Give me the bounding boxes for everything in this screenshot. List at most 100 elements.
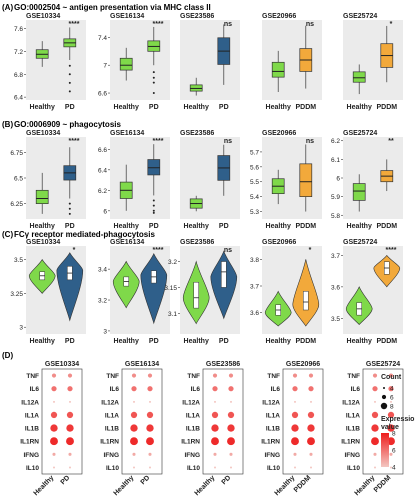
B-GSE20966-sig: ns (306, 138, 314, 145)
B-GSE10334-PD-outlier-0 (68, 202, 71, 205)
B-4-ytick-label-1: 5.9 (331, 194, 340, 201)
legend-count-dot-1 (381, 394, 387, 400)
B-1-ytick-label-1: 6.2 (98, 188, 107, 195)
D-GSE23586-dot-5-0 (211, 437, 219, 446)
B-0-ytick-label-0: 6.25 (10, 201, 23, 208)
C-GSE23586-sig: ns (224, 247, 232, 254)
D-GSE20966-gene-label-1: IL6 (271, 386, 281, 393)
D-GSE10334-dot-2-1 (69, 400, 71, 403)
D-GSE25724-dot-7-1 (390, 466, 392, 469)
D-GSE23586-gene-label-4: IL1B (186, 426, 200, 433)
A-GSE10334-dataset-label: GSE10334 (26, 13, 60, 20)
legend-color-label-2: 4 (392, 465, 396, 472)
B-GSE16134-PD-outlier-0 (152, 199, 155, 202)
B-GSE20966-PDDM-box (299, 163, 313, 197)
B-GSE16134-Healthy-xlabel: Healthy (114, 223, 139, 230)
B-GSE16134-dataset-label: GSE16134 (110, 130, 144, 137)
D-GSE23586-gene-label-2: IL12A (182, 399, 200, 406)
C-GSE23586-dataset-label: GSE23586 (180, 239, 214, 246)
D-GSE23586-dot-2-0 (214, 400, 216, 403)
D-GSE23586-frame (202, 368, 244, 475)
D-GSE23586-gene-label-6: IFNG (184, 452, 200, 459)
C-GSE25724-PDDM-xlabel: PDDM (376, 338, 397, 345)
A-GSE25724-Healthy-box (352, 71, 366, 83)
legend-count-dot-2 (380, 402, 388, 410)
D-GSE25724-dot-0-1 (388, 373, 394, 378)
D-GSE23586-dot-6-1 (229, 452, 233, 456)
A-0-ytick-label-0: 6.4 (14, 95, 23, 102)
D-GSE10334-dot-0-1 (67, 373, 73, 378)
D-GSE10334-frame (41, 368, 83, 475)
B-1-ytick-label-3: 6.6 (98, 147, 107, 154)
D-GSE16134-gene-label-6: IFNG (103, 452, 119, 459)
D-GSE10334-dot-4-0 (50, 424, 58, 432)
legend-count-label-2: 8 (390, 404, 394, 411)
B-1-ytick-label-0: 6 (103, 208, 107, 215)
D-GSE16134-gene-label-1: IL6 (110, 386, 120, 393)
D-GSE16134-dot-5-1 (146, 437, 154, 446)
A-GSE10334-PD-outlier-2 (68, 81, 71, 84)
C-GSE16134-PD-xlabel: PD (149, 338, 159, 345)
C-GSE10334-Healthy-xlabel: Healthy (30, 338, 55, 345)
D-GSE25724-dot-6-0 (373, 452, 377, 456)
B-GSE16134-PD-xlabel: PD (149, 223, 159, 230)
D-GSE10334-dot-1-1 (67, 386, 73, 392)
D-GSE16134-gene-label-2: IL12A (101, 399, 119, 406)
B-GSE25724-bg (343, 137, 403, 219)
D-GSE10334-dot-6-0 (52, 452, 56, 456)
D-GSE16134-dot-0-0 (131, 373, 137, 378)
D-GSE16134-dot-2-1 (149, 400, 151, 403)
D-GSE20966-dot-7-0 (294, 466, 296, 469)
B-4-ytick-label-3: 6.1 (331, 157, 340, 164)
B-GSE23586-sig: ns (224, 138, 232, 145)
D-GSE16134-Healthy-xlabel: Healthy (113, 474, 136, 497)
D-GSE23586-dot-2-1 (230, 400, 232, 403)
B-4-ytick-label-0: 5.8 (331, 213, 340, 220)
D-GSE23586-dot-4-1 (227, 424, 235, 432)
B-GSE10334-Healthy-xlabel: Healthy (30, 223, 55, 230)
A-GSE25724-sig: * (390, 21, 393, 28)
C-GSE23586-Healthy-xlabel: Healthy (184, 338, 209, 345)
B-GSE23586-PD-xlabel: PD (219, 223, 229, 230)
legend-color-label-1: 6 (392, 448, 396, 455)
D-GSE25724-PDDM-xlabel: PDDM (373, 474, 393, 494)
D-GSE10334-dot-7-1 (69, 466, 71, 469)
D-GSE16134-dataset-label: GSE16134 (125, 361, 159, 368)
D-GSE10334-gene-label-7: IL10 (26, 465, 39, 472)
A-1-ytick-label-1: 7 (103, 63, 107, 70)
D-GSE20966-dot-3-1 (307, 411, 315, 419)
D-GSE25724-dot-6-1 (389, 452, 393, 456)
C-GSE25724-bg (343, 246, 403, 334)
C-GSE23586-PD-inner-box (221, 261, 227, 288)
C-GSE10334-dataset-label: GSE10334 (26, 239, 60, 246)
D-GSE20966-gene-label-3: IL1A (266, 412, 280, 419)
D-GSE16134-gene-label-0: TNF (106, 373, 119, 380)
B-GSE23586-bg (180, 137, 240, 219)
D-GSE20966-dot-6-0 (293, 452, 297, 456)
D-GSE10334-dot-3-0 (50, 411, 58, 419)
C-4-ytick-label-1: 3.6 (331, 284, 340, 291)
D-GSE10334-gene-label-5: IL1RN (20, 439, 39, 446)
C-GSE10334-PD-xlabel: PD (65, 338, 75, 345)
legend-color-label-0: 8 (392, 431, 396, 438)
D-GSE23586-dot-6-0 (213, 452, 217, 456)
D-GSE25724-gene-label-2: IL12A (342, 399, 360, 406)
D-GSE23586-dot-0-0 (212, 373, 218, 378)
D-GSE23586-dot-7-1 (230, 466, 232, 469)
legend-color-bar (381, 433, 389, 467)
D-GSE23586-dot-3-1 (227, 411, 235, 419)
B-GSE16134-PD-outlier-2 (152, 209, 155, 212)
D-GSE23586-dot-7-0 (214, 466, 216, 469)
D-GSE10334-gene-label-3: IL1A (25, 412, 39, 419)
C-4-ytick-label-2: 3.7 (331, 253, 340, 260)
D-GSE25724-gene-label-5: IL1RN (341, 439, 360, 446)
C-GSE25724-dataset-label: GSE25724 (343, 239, 377, 246)
A-GSE23586-PD-xlabel: PD (219, 104, 229, 111)
D-GSE10334-dot-1-0 (51, 386, 57, 392)
D-GSE23586-dataset-label: GSE23586 (206, 361, 240, 368)
C-4-ytick-label-0: 3.5 (331, 316, 340, 323)
D-GSE20966-dot-2-0 (294, 400, 296, 403)
B-3-ytick-label-1: 5.4 (250, 194, 259, 201)
D-GSE20966-dot-7-1 (310, 466, 312, 469)
panel-a-title: GO:0002504 ~ antigen presentation via MH… (14, 3, 211, 12)
